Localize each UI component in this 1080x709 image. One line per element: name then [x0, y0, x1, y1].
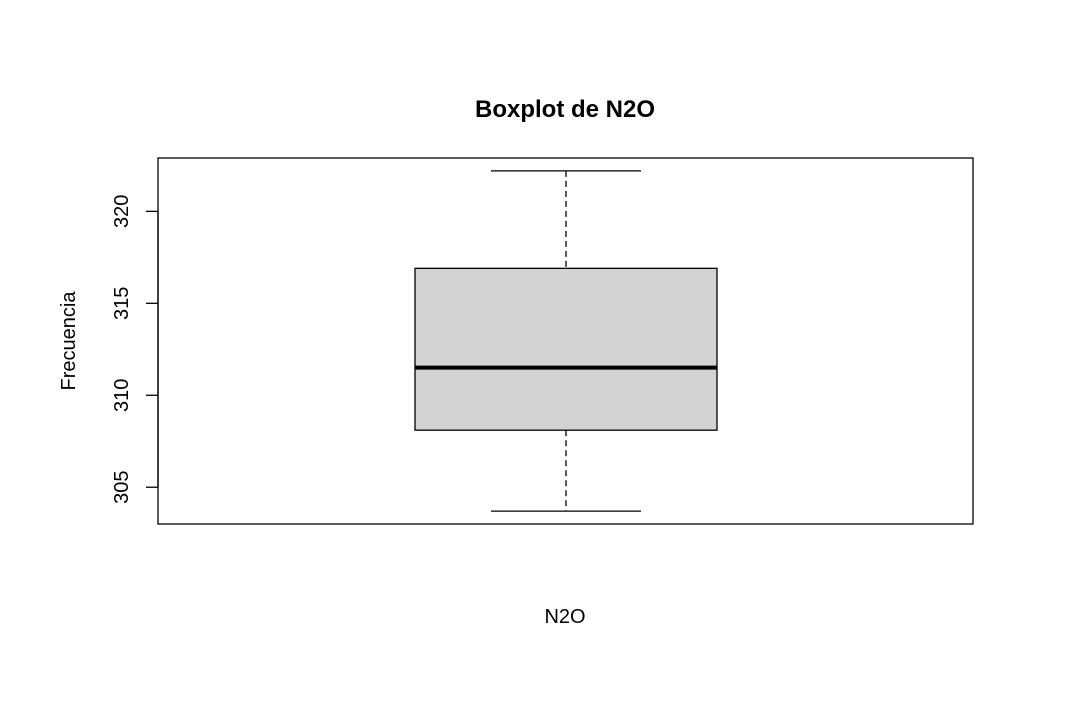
y-tick-label: 310 — [111, 379, 133, 412]
y-tick-label: 305 — [111, 471, 133, 504]
y-tick-label: 320 — [111, 195, 133, 228]
chart-title: Boxplot de N2O — [475, 96, 655, 123]
y-tick-label: 315 — [111, 287, 133, 320]
x-axis-label: N2O — [544, 606, 585, 628]
iqr-box — [414, 267, 718, 431]
y-axis-label: Frecuencia — [58, 291, 80, 391]
y-axis: 305 310 315 320 — [111, 195, 159, 504]
boxplot — [414, 170, 718, 512]
